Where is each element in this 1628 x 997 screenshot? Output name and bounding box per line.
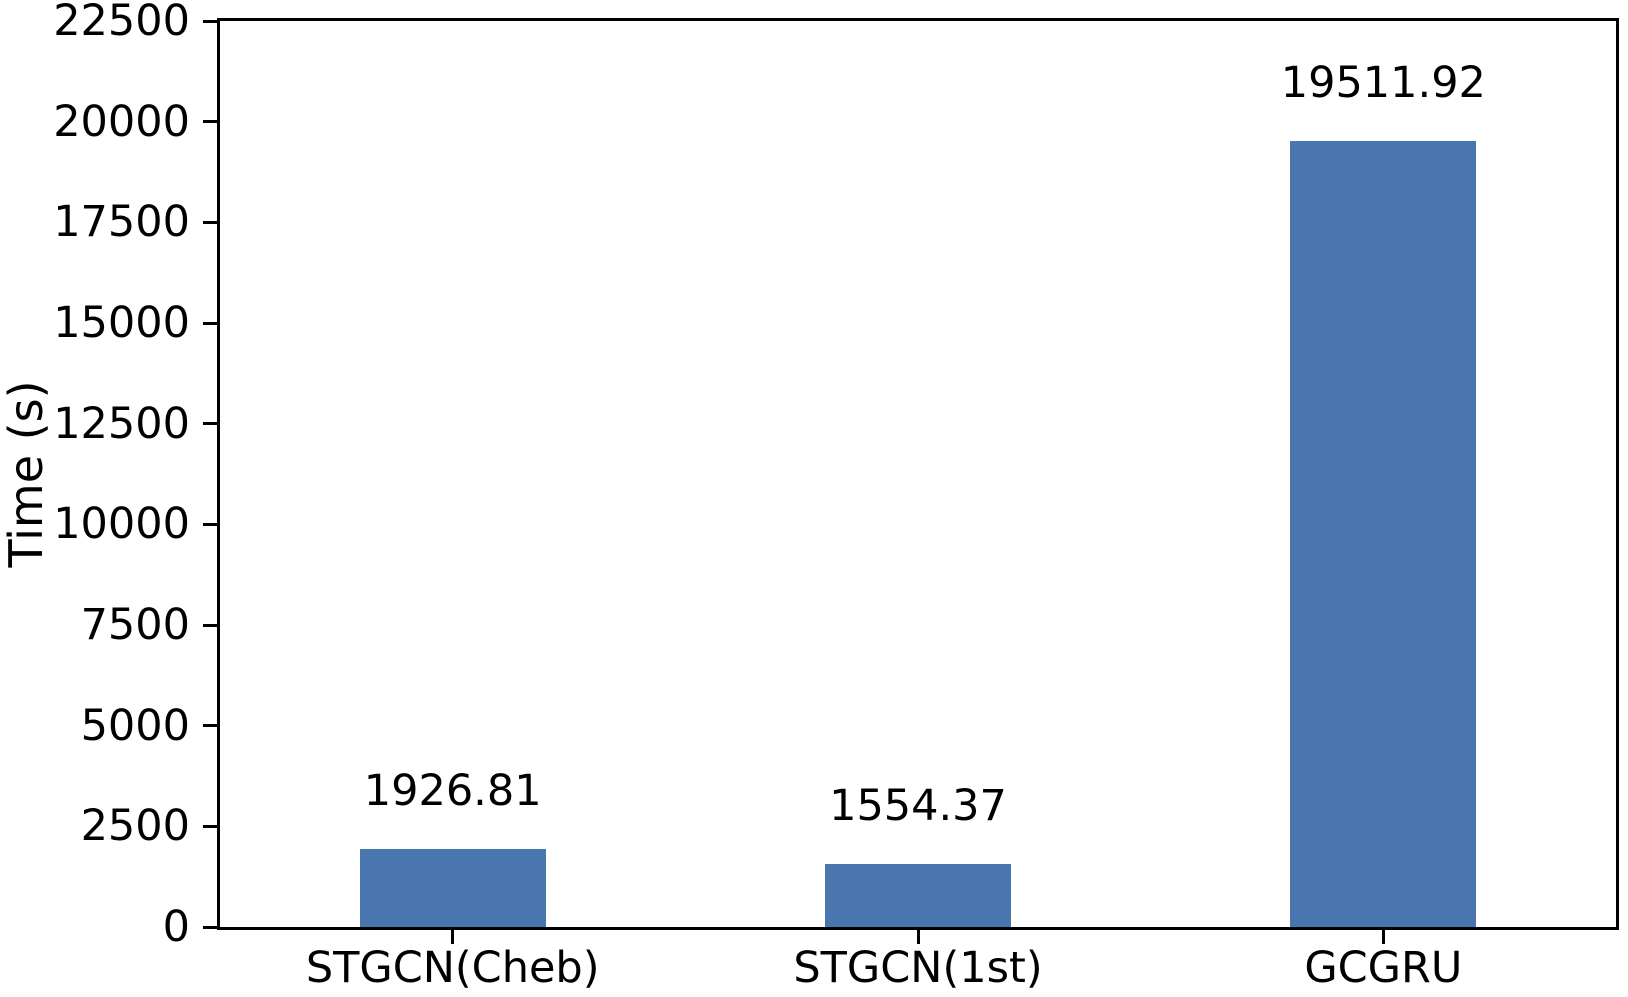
bar-value-label-2: 1554.37 bbox=[829, 781, 1007, 832]
x-tick-label-3: GCGRU bbox=[1304, 943, 1463, 993]
x-tick-mark bbox=[451, 930, 455, 944]
y-tick-mark bbox=[203, 19, 220, 23]
y-tick-mark bbox=[203, 623, 220, 627]
y-tick-label: 7500 bbox=[80, 600, 190, 650]
y-tick-mark bbox=[203, 422, 220, 426]
y-tick-label: 20000 bbox=[53, 96, 190, 147]
y-tick-label: 2500 bbox=[80, 801, 190, 852]
y-tick-mark bbox=[203, 220, 220, 224]
y-tick-label: 12500 bbox=[53, 398, 190, 449]
bar-1 bbox=[359, 849, 546, 927]
y-tick-label: 0 bbox=[162, 902, 190, 952]
y-tick-mark bbox=[203, 824, 220, 828]
x-tick-mark bbox=[1381, 930, 1385, 944]
bar-value-label-3: 19511.92 bbox=[1280, 58, 1486, 109]
y-tick-mark bbox=[203, 522, 220, 526]
bar-2 bbox=[825, 864, 1011, 927]
bar-value-label-1: 1926.81 bbox=[363, 766, 542, 817]
y-tick-mark bbox=[203, 925, 220, 929]
x-tick-mark bbox=[916, 930, 920, 944]
y-tick-label: 17500 bbox=[53, 197, 190, 248]
y-tick-mark bbox=[203, 724, 220, 728]
y-tick-label: 15000 bbox=[53, 298, 190, 348]
y-tick-label: 22500 bbox=[53, 0, 190, 46]
x-tick-label-1: STGCN(Cheb) bbox=[305, 943, 600, 993]
y-tick-mark bbox=[203, 120, 220, 124]
x-tick-label-2: STGCN(1st) bbox=[793, 943, 1043, 993]
y-tick-mark bbox=[203, 321, 220, 325]
y-tick-label: 5000 bbox=[80, 700, 190, 751]
bar-3 bbox=[1290, 141, 1477, 927]
y-tick-label: 10000 bbox=[53, 499, 190, 550]
